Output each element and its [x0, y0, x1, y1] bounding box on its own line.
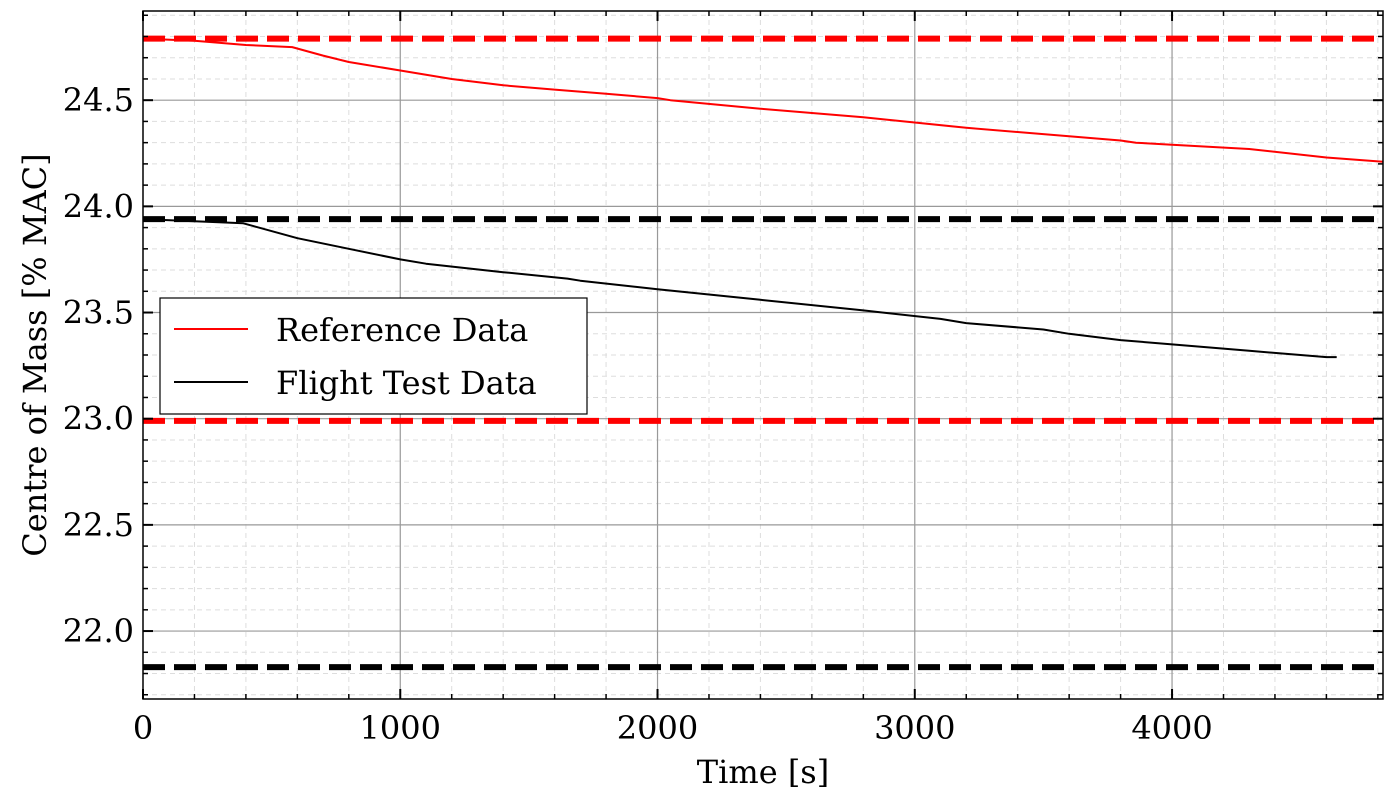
- y-tick-label: 22.0: [63, 612, 134, 650]
- x-tick-label: 2000: [617, 709, 698, 747]
- tick-labels: 0 1000 2000 3000 4000 22.0 22.5 23.0 23.5 24.0 24.…: [63, 81, 1213, 747]
- x-tick-label: 4000: [1131, 709, 1212, 747]
- legend-label-reference-data: Reference Data: [276, 311, 528, 349]
- reference-lines: [143, 35, 1383, 671]
- y-tick-label: 23.5: [63, 294, 134, 332]
- y-tick-label: 24.0: [63, 187, 134, 225]
- x-tick-label: 3000: [874, 709, 955, 747]
- x-tick-label: 1000: [360, 709, 441, 747]
- y-tick-label: 22.5: [63, 506, 134, 544]
- series-line-1: [142, 218, 1337, 359]
- series-layer: [142, 37, 1384, 359]
- x-tick-label: 0: [133, 709, 153, 747]
- legend-label-flight-test-data: Flight Test Data: [276, 364, 537, 402]
- series-line-0: [142, 37, 1384, 163]
- legend-box: [159, 297, 588, 415]
- y-tick-label: 24.5: [63, 81, 134, 119]
- y-axis-label: Centre of Mass [% MAC]: [16, 153, 54, 556]
- legend: Reference Data Flight Test Data: [159, 297, 588, 415]
- axis-ticks: [142, 11, 1383, 699]
- y-tick-label: 23.0: [63, 400, 134, 438]
- x-axis-label: Time [s]: [697, 753, 829, 791]
